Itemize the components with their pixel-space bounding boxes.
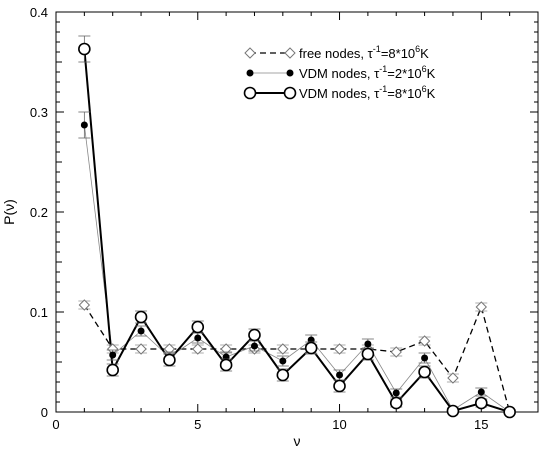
data-point bbox=[191, 320, 205, 334]
series-layer bbox=[78, 35, 516, 419]
legend-marker bbox=[244, 47, 256, 59]
data-point bbox=[418, 335, 431, 347]
data-point bbox=[137, 327, 145, 335]
data-point bbox=[474, 396, 488, 410]
data-point bbox=[336, 371, 344, 379]
x-tick-label: 15 bbox=[474, 417, 488, 432]
legend-label-part: VDM nodes, τ bbox=[299, 66, 380, 81]
legend-marker bbox=[243, 86, 257, 100]
data-point bbox=[333, 343, 346, 355]
data-point bbox=[192, 343, 204, 355]
legend-item-1: free nodes, τ-1=8*106K bbox=[244, 44, 429, 61]
legend-label-part: 6 bbox=[422, 64, 427, 74]
legend-label-part: -1 bbox=[373, 44, 381, 54]
data-point bbox=[503, 405, 516, 419]
series-3-points bbox=[78, 35, 516, 419]
series-line-2 bbox=[83, 124, 510, 413]
data-point bbox=[364, 340, 372, 348]
plot-frame bbox=[55, 11, 539, 413]
y-tick-label: 0.1 bbox=[30, 305, 48, 320]
data-point bbox=[78, 299, 91, 311]
series-line-3 bbox=[83, 48, 510, 413]
legend-item-3: VDM nodes, τ-1=8*106K bbox=[243, 84, 436, 101]
data-point bbox=[446, 404, 460, 418]
data-point bbox=[80, 121, 88, 129]
legend-label: VDM nodes, τ-1=2*106K bbox=[299, 64, 436, 81]
data-point bbox=[106, 363, 120, 377]
legend-label-part: 6 bbox=[422, 84, 427, 94]
y-tick-label: 0.3 bbox=[30, 105, 48, 120]
data-point bbox=[477, 388, 485, 396]
data-point bbox=[277, 343, 289, 355]
data-point bbox=[361, 347, 375, 361]
legend-label-part: VDM nodes, τ bbox=[299, 86, 380, 101]
y-tick-label: 0.2 bbox=[30, 205, 48, 220]
data-point bbox=[163, 353, 176, 367]
data-point bbox=[333, 379, 346, 393]
data-point bbox=[418, 365, 431, 379]
legend-label-part: free nodes, τ bbox=[299, 46, 374, 61]
legend-label-part: -1 bbox=[379, 84, 387, 94]
legend-label-part: =8*10 bbox=[387, 86, 421, 101]
x-axis-label: ν bbox=[294, 433, 301, 449]
legend-label: free nodes, τ-1=8*106K bbox=[299, 44, 429, 61]
data-point bbox=[392, 389, 400, 397]
axis-tick-labels: 0 5 10 15 0 0.1 0.2 0.3 0.4 bbox=[30, 5, 489, 432]
data-point bbox=[276, 368, 290, 382]
legend-label-part: K bbox=[420, 46, 429, 61]
data-point bbox=[447, 372, 459, 384]
data-point bbox=[78, 42, 91, 56]
data-point bbox=[304, 341, 318, 355]
series-line-1 bbox=[83, 304, 511, 413]
y-tick-label: 0 bbox=[41, 405, 48, 420]
data-point bbox=[475, 301, 488, 313]
data-point bbox=[250, 342, 258, 350]
legend-label-part: K bbox=[427, 66, 436, 81]
legend-label-part: -1 bbox=[379, 64, 387, 74]
legend-marker bbox=[283, 86, 297, 100]
x-tick-label: 0 bbox=[52, 417, 59, 432]
data-point bbox=[390, 346, 402, 358]
series-2-points bbox=[78, 111, 516, 416]
data-point bbox=[109, 351, 117, 359]
legend-label-part: =8*10 bbox=[381, 46, 415, 61]
y-tick-label: 0.4 bbox=[30, 5, 48, 20]
legend-label-part: K bbox=[427, 86, 436, 101]
data-point bbox=[135, 343, 147, 355]
data-point bbox=[421, 354, 429, 362]
legend-item-2: VDM nodes, τ-1=2*106K bbox=[246, 64, 436, 81]
data-point bbox=[389, 396, 403, 410]
data-point bbox=[194, 334, 202, 342]
legend-label-part: 6 bbox=[415, 44, 420, 54]
data-point bbox=[134, 310, 148, 324]
x-tick-label: 10 bbox=[332, 417, 346, 432]
legend-label: VDM nodes, τ-1=8*106K bbox=[299, 84, 436, 101]
y-axis-label: P(ν) bbox=[1, 199, 17, 225]
legend-marker bbox=[246, 69, 254, 77]
data-point bbox=[279, 357, 287, 365]
legend-label-part: =2*10 bbox=[387, 66, 421, 81]
legend-marker bbox=[286, 69, 294, 77]
data-point bbox=[219, 358, 233, 372]
legend-marker bbox=[284, 47, 296, 59]
data-point bbox=[248, 328, 261, 342]
axis-ticks bbox=[55, 11, 538, 413]
x-tick-label: 5 bbox=[194, 417, 201, 432]
